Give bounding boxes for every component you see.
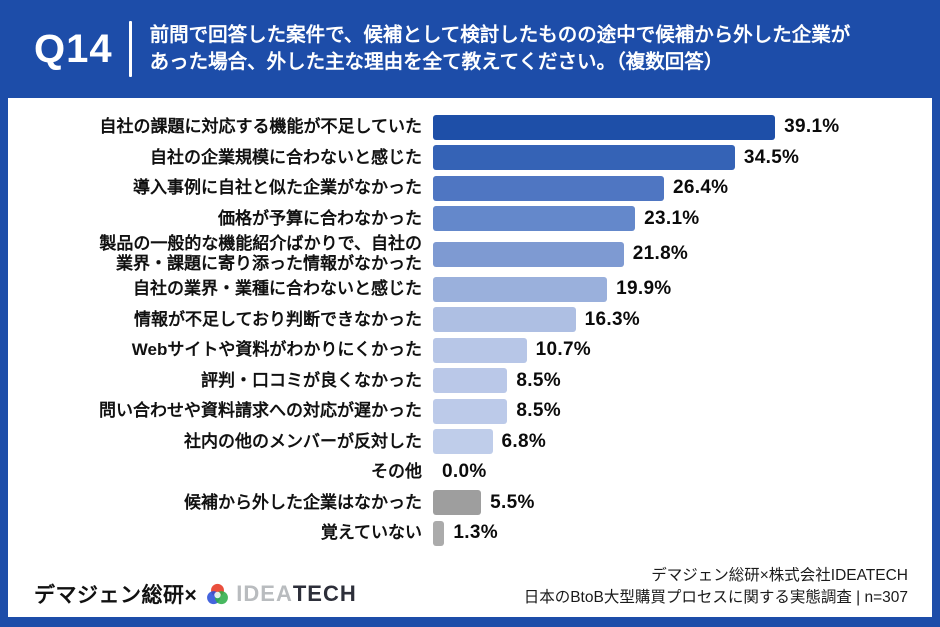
- chart-row: 問い合わせや資料請求への対応が遅かった 8.5%: [8, 396, 932, 427]
- chart-panel: 自社の課題に対応する機能が不足していた 39.1% 自社の企業規模に合わないと感…: [8, 98, 932, 617]
- category-label: 評判・口コミが良くなかった: [201, 370, 422, 390]
- brand-lockup: デマジェン総研× IDEA TECH: [34, 579, 357, 609]
- chart-row: その他 0.0%: [8, 457, 932, 488]
- bar: [433, 368, 508, 394]
- bar: [433, 114, 776, 140]
- chart-row: 候補から外した企業はなかった 5.5%: [8, 488, 932, 519]
- question-number: Q14: [34, 27, 113, 71]
- value-label: 21.8%: [632, 243, 689, 264]
- bar-zone: 6.8%: [433, 427, 932, 458]
- value-label: 5.5%: [490, 491, 535, 513]
- bar-chart: 自社の課題に対応する機能が不足していた 39.1% 自社の企業規模に合わないと感…: [8, 98, 932, 549]
- question-text: 前問で回答した案件で、候補として検討したものの途中で候補から外した企業が あった…: [150, 22, 851, 76]
- question-text-line1: 前問で回答した案件で、候補として検討したものの途中で候補から外した企業が: [149, 24, 851, 46]
- source-line1: デマジェン総研×株式会社IDEATECH: [651, 567, 908, 584]
- bar-zone: 23.1%: [433, 204, 932, 235]
- category-label: 製品の一般的な機能紹介ばかりで、自社の 業界・課題に寄り添った情報がなかった: [99, 234, 422, 273]
- bar-zone: 8.5%: [433, 366, 932, 397]
- value-label: 8.5%: [516, 400, 561, 422]
- value-label: 16.3%: [584, 308, 640, 330]
- chart-row: 導入事例に自社と似た企業がなかった 26.4%: [8, 173, 932, 204]
- bar: [433, 175, 664, 201]
- bar: [433, 429, 493, 455]
- chart-row: 自社の課題に対応する機能が不足していた 39.1%: [8, 112, 932, 143]
- question-text-line2: あった場合、外した主な理由を全て教えてください。（複数回答）: [149, 51, 724, 73]
- bar: [433, 490, 482, 516]
- bar: [433, 307, 576, 333]
- value-label: 26.4%: [673, 177, 729, 199]
- bar-zone: 1.3%: [433, 518, 932, 549]
- category-label: 自社の課題に対応する機能が不足していた: [99, 117, 423, 137]
- bar-zone: 34.5%: [433, 143, 932, 174]
- bar: [433, 276, 608, 302]
- bar-zone: 10.7%: [433, 335, 932, 366]
- header-divider: [128, 21, 132, 77]
- value-label: 10.7%: [535, 339, 591, 361]
- chart-row: 製品の一般的な機能紹介ばかりで、自社の 業界・課題に寄り添った情報がなかった 2…: [8, 234, 932, 274]
- value-label: 1.3%: [453, 522, 498, 544]
- category-label: 導入事例に自社と似た企業がなかった: [133, 178, 422, 198]
- category-label: 自社の企業規模に合わないと感じた: [150, 147, 422, 167]
- value-label: 6.8%: [501, 430, 547, 452]
- value-label: 34.5%: [743, 146, 800, 168]
- value-label: 19.9%: [616, 278, 672, 300]
- value-label: 23.1%: [644, 207, 700, 229]
- value-label: 39.1%: [784, 116, 840, 138]
- chart-row: 社内の他のメンバーが反対した 6.8%: [8, 427, 932, 458]
- value-label: 8.5%: [516, 369, 561, 391]
- chart-row: 評判・口コミが良くなかった 8.5%: [8, 366, 932, 397]
- ideatech-rgb-logo-icon: [205, 582, 230, 607]
- logo-text-idea: IDEA: [236, 581, 293, 606]
- footer: デマジェン総研× IDEA TECH デマジェン総研×株式会社IDEATECH 日…: [8, 561, 932, 617]
- category-label: 自社の業界・業種に合わないと感じた: [133, 279, 422, 299]
- bar-zone: 19.9%: [433, 274, 932, 305]
- bar-zone: 0.0%: [433, 457, 932, 488]
- chart-row: Webサイトや資料がわかりにくかった 10.7%: [8, 335, 932, 366]
- category-label: 覚えていない: [320, 523, 422, 543]
- category-label: 社内の他のメンバーが反対した: [184, 431, 422, 451]
- value-label: 0.0%: [442, 461, 487, 483]
- logo-text-tech: TECH: [292, 581, 357, 606]
- category-label: 情報が不足しており判断できなかった: [134, 309, 422, 329]
- bar-zone: 39.1%: [433, 112, 932, 143]
- brand-name: デマジェン総研×: [34, 584, 198, 607]
- bar-zone: 21.8%: [433, 234, 932, 274]
- bar-zone: 16.3%: [433, 305, 932, 336]
- category-label: Webサイトや資料がわかりにくかった: [131, 340, 422, 360]
- bar-zone: 26.4%: [433, 173, 932, 204]
- bar: [433, 520, 445, 546]
- chart-row: 情報が不足しており判断できなかった 16.3%: [8, 305, 932, 336]
- category-label: 問い合わせや資料請求への対応が遅かった: [99, 401, 422, 421]
- chart-row: 自社の業界・業種に合わないと感じた 19.9%: [8, 274, 932, 305]
- question-header: Q14 前問で回答した案件で、候補として検討したものの途中で候補から外した企業が…: [0, 0, 940, 98]
- bar: [433, 398, 508, 424]
- chart-row: 価格が予算に合わなかった 23.1%: [8, 204, 932, 235]
- bar: [433, 206, 636, 232]
- bar: [433, 337, 527, 363]
- category-label: 候補から外した企業はなかった: [184, 492, 422, 512]
- source-attribution: デマジェン総研×株式会社IDEATECH 日本のBtoB大型購買プロセスに関する…: [524, 565, 908, 609]
- category-label: 価格が予算に合わなかった: [218, 208, 422, 228]
- source-line2: 日本のBtoB大型購買プロセスに関する実態調査 | n=307: [523, 589, 908, 606]
- bar: [433, 145, 735, 171]
- bar-zone: 5.5%: [433, 488, 932, 519]
- bar: [433, 241, 624, 267]
- category-label: その他: [371, 462, 422, 482]
- chart-row: 覚えていない 1.3%: [8, 518, 932, 549]
- chart-row: 自社の企業規模に合わないと感じた 34.5%: [8, 143, 932, 174]
- bar-zone: 8.5%: [433, 396, 932, 427]
